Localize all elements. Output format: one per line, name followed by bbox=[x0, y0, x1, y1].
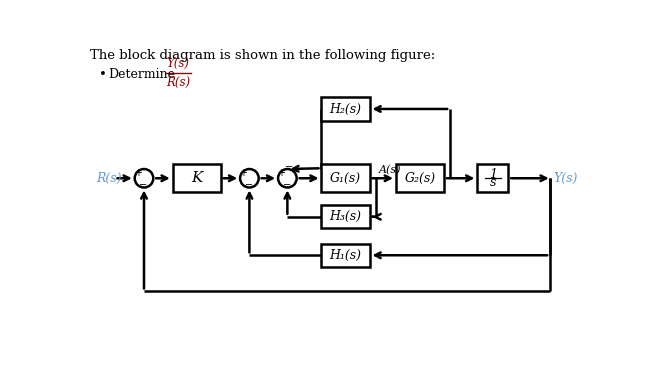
Text: +: + bbox=[277, 168, 285, 178]
Text: G₁(s): G₁(s) bbox=[330, 172, 361, 185]
Text: Y(s): Y(s) bbox=[553, 172, 577, 185]
Bar bbox=[321, 244, 369, 267]
Text: −: − bbox=[285, 162, 293, 172]
Text: H₂(s): H₂(s) bbox=[329, 103, 361, 115]
Bar bbox=[478, 165, 508, 192]
Circle shape bbox=[240, 169, 258, 187]
Text: +: + bbox=[239, 168, 247, 178]
Bar bbox=[321, 165, 369, 192]
Text: −: − bbox=[245, 180, 253, 190]
Text: Determine: Determine bbox=[108, 68, 175, 81]
Bar bbox=[321, 97, 369, 121]
Circle shape bbox=[134, 169, 154, 187]
Bar bbox=[173, 165, 220, 192]
Text: •: • bbox=[99, 68, 107, 81]
Text: −: − bbox=[139, 180, 148, 190]
Text: R(s): R(s) bbox=[96, 172, 121, 185]
Text: A(s): A(s) bbox=[379, 165, 401, 175]
Text: +: + bbox=[134, 168, 142, 178]
Bar bbox=[396, 165, 444, 192]
Text: s: s bbox=[489, 176, 496, 189]
Circle shape bbox=[278, 169, 297, 187]
Text: Y(s): Y(s) bbox=[167, 57, 190, 70]
Text: R(s): R(s) bbox=[166, 76, 190, 89]
Text: K: K bbox=[191, 171, 203, 185]
Bar bbox=[321, 205, 369, 228]
Text: −: − bbox=[283, 180, 291, 190]
Text: H₃(s): H₃(s) bbox=[329, 210, 361, 223]
Text: H₁(s): H₁(s) bbox=[329, 249, 361, 262]
Text: The block diagram is shown in the following figure:: The block diagram is shown in the follow… bbox=[90, 49, 435, 62]
Text: G₂(s): G₂(s) bbox=[404, 172, 436, 185]
Text: 1: 1 bbox=[489, 168, 497, 181]
